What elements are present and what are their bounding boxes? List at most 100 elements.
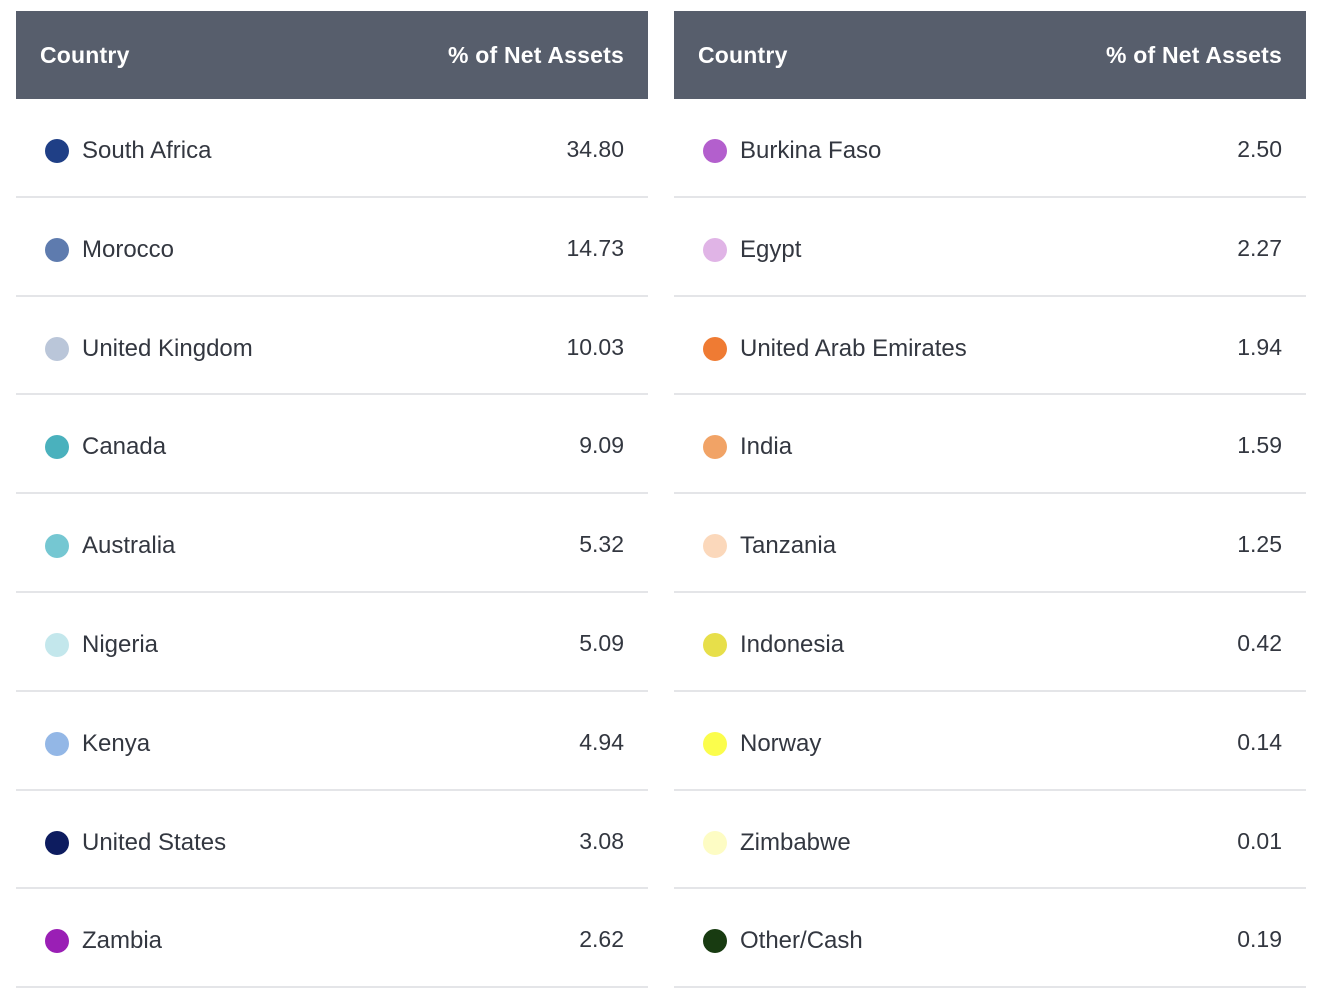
table-row: India 1.59 [674,395,1306,495]
color-dot-icon [45,929,69,954]
color-dot-icon [45,435,69,460]
net-assets-value: 14.73 [566,234,624,261]
country-cell: Nigeria [45,630,159,658]
color-dot-icon [45,139,69,163]
table-row: Australia 5.32 [16,494,648,593]
country-allocation-table-right: Country % of Net Assets Burkina Faso 2.50… [674,11,1306,989]
country-cell: India [703,433,793,461]
color-dot-icon [45,830,69,855]
net-assets-value: 2.27 [1237,234,1282,261]
country-column-header: Country [698,41,788,68]
color-dot-icon [703,731,727,756]
net-assets-value: 3.08 [579,827,624,854]
net-assets-value: 1.94 [1237,333,1282,360]
net-assets-column-header: % of Net Assets [448,41,624,68]
table-row: Egypt 2.27 [674,198,1306,297]
country-cell: Zimbabwe [703,828,851,856]
color-dot-icon [703,237,727,262]
country-cell: Norway [703,729,822,757]
country-cell: Burkina Faso [703,139,881,163]
net-assets-value: 1.25 [1237,531,1282,558]
table-row: South Africa 34.80 [16,99,648,198]
country-column-header: Country [40,41,130,68]
country-allocation-table-left: Country % of Net Assets South Africa 34.8… [16,11,648,989]
table-body: Burkina Faso 2.50 Egypt 2.27 United Arab Emi… [674,99,1306,989]
country-cell: Egypt [703,235,802,263]
color-dot-icon [45,731,69,756]
table-row: Nigeria 5.09 [16,593,648,692]
color-dot-icon [703,929,727,954]
table-row: Other/Cash 0.19 [674,889,1306,989]
color-dot-icon [703,830,727,855]
net-assets-value: 5.09 [579,629,624,656]
table-header: Country % of Net Assets [674,11,1306,99]
net-assets-value: 0.01 [1237,827,1282,854]
table-row: Morocco 14.73 [16,198,648,297]
table-row: Kenya 4.94 [16,692,648,791]
country-name: Norway [740,729,822,757]
country-cell: Australia [45,532,176,560]
table-row: Zambia 2.62 [16,889,648,989]
country-name: Tanzania [740,532,837,560]
country-name: India [740,433,793,461]
table-row: United Arab Emirates 1.94 [674,297,1306,396]
color-dot-icon [45,534,69,559]
color-dot-icon [703,435,727,460]
color-dot-icon [45,632,69,657]
net-assets-value: 34.80 [566,136,624,162]
color-dot-icon [703,632,727,657]
country-cell: Zambia [45,927,163,955]
table-body: South Africa 34.80 Morocco 14.73 United King… [16,99,648,989]
table-header: Country % of Net Assets [16,11,648,99]
net-assets-value: 2.62 [579,926,624,953]
net-assets-value: 10.03 [566,333,624,360]
net-assets-column-header: % of Net Assets [1106,41,1282,68]
country-cell: Other/Cash [703,927,863,955]
table-row: Zimbabwe 0.01 [674,791,1306,890]
country-cell: United Arab Emirates [703,334,967,362]
country-name: United Arab Emirates [740,334,967,362]
country-name: Other/Cash [740,927,863,955]
country-name: South Africa [82,137,212,164]
country-cell: Tanzania [703,532,837,560]
country-cell: South Africa [45,139,211,163]
table-row: United Kingdom 10.03 [16,297,648,396]
table-row: Burkina Faso 2.50 [674,99,1306,198]
color-dot-icon [703,534,727,559]
net-assets-value: 9.09 [579,432,624,459]
country-cell: Morocco [45,235,175,263]
color-dot-icon [45,336,69,361]
country-cell: Kenya [45,729,151,757]
country-name: United Kingdom [82,334,253,362]
country-name: Zambia [82,927,163,955]
color-dot-icon [45,237,69,262]
table-row: Norway 0.14 [674,692,1306,791]
table-row: Indonesia 0.42 [674,593,1306,692]
country-name: United States [82,828,227,856]
net-assets-value: 0.19 [1237,926,1282,953]
net-assets-value: 2.50 [1237,136,1282,162]
country-name: Nigeria [82,630,159,658]
color-dot-icon [703,336,727,361]
country-cell: United States [45,828,227,856]
country-name: Burkina Faso [740,137,882,164]
net-assets-value: 1.59 [1237,432,1282,459]
color-dot-icon [703,139,727,163]
net-assets-value: 0.42 [1237,629,1282,656]
table-row: Tanzania 1.25 [674,494,1306,593]
net-assets-value: 0.14 [1237,728,1282,755]
country-cell: United Kingdom [45,334,253,362]
country-name: Morocco [82,235,175,263]
net-assets-value: 4.94 [579,728,624,755]
table-row: Canada 9.09 [16,395,648,495]
country-name: Egypt [740,235,802,263]
net-assets-value: 5.32 [579,531,624,558]
country-cell: Indonesia [703,630,845,658]
country-name: Indonesia [740,630,845,658]
table-row: United States 3.08 [16,791,648,890]
country-cell: Canada [45,433,167,461]
country-name: Zimbabwe [740,828,851,856]
country-name: Canada [82,433,167,461]
country-name: Kenya [82,729,151,757]
country-name: Australia [82,532,176,560]
